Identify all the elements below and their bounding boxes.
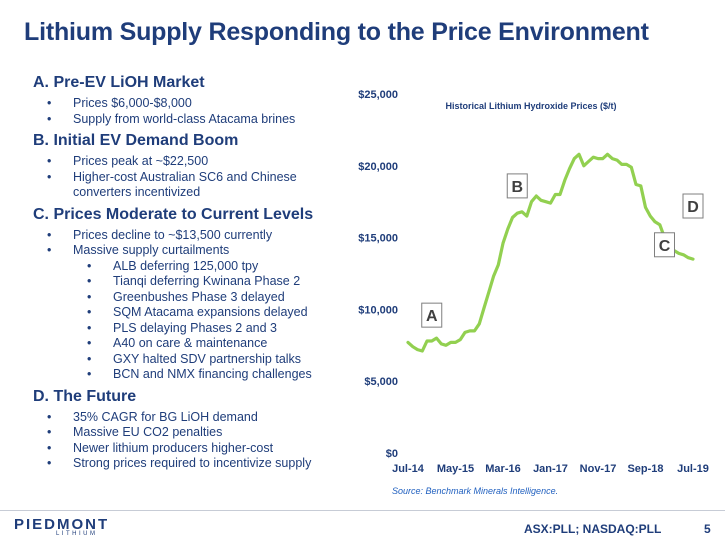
series-line bbox=[406, 152, 695, 353]
footer-divider bbox=[0, 510, 725, 511]
annotation-box bbox=[421, 302, 443, 328]
bullet-item: Massive supply curtailments bbox=[33, 243, 333, 259]
sub-bullet-item: Greenbushes Phase 3 delayed bbox=[33, 290, 333, 306]
x-tick-label: Sep-18 bbox=[627, 463, 663, 475]
bullet-item: Newer lithium producers higher-cost bbox=[33, 441, 333, 457]
bullet-item: Prices peak at ~$22,500 bbox=[33, 154, 333, 170]
section-heading: B. Initial EV Demand Boom bbox=[33, 132, 239, 149]
sub-bullet-item: Tianqi deferring Kwinana Phase 2 bbox=[33, 274, 333, 290]
source-note: Source: Benchmark Minerals Intelligence. bbox=[392, 486, 559, 496]
x-tick-label: May-15 bbox=[437, 463, 474, 475]
y-tick-label: $20,000 bbox=[358, 161, 398, 173]
bullet-list: Prices peak at ~$22,500Higher-cost Austr… bbox=[33, 154, 333, 201]
section-1: B. Initial EV Demand Boom Prices peak at … bbox=[33, 132, 333, 201]
annotation-box bbox=[682, 193, 704, 219]
section-heading: A. Pre-EV LiOH Market bbox=[33, 74, 205, 91]
sub-bullet-item: SQM Atacama expansions delayed bbox=[33, 305, 333, 321]
section-heading: D. The Future bbox=[33, 387, 137, 405]
ticker-symbols: ASX:PLL; NASDAQ:PLL bbox=[524, 522, 662, 536]
y-tick-label: $15,000 bbox=[358, 233, 398, 245]
bullet-list: 35% CAGR for BG LiOH demandMassive EU CO… bbox=[33, 410, 333, 472]
x-tick-label: Jul-14 bbox=[392, 463, 425, 475]
bullet-item: Prices decline to ~$13,500 currently bbox=[33, 228, 333, 244]
bullet-item: 35% CAGR for BG LiOH demand bbox=[33, 410, 333, 426]
y-tick-label: $0 bbox=[386, 448, 398, 460]
annotation-label: C bbox=[659, 238, 671, 255]
annotation-box bbox=[506, 173, 528, 199]
y-tick-label: $10,000 bbox=[358, 304, 398, 316]
logo-text: PIEDMONT bbox=[14, 516, 110, 533]
sub-bullet-item: PLS delaying Phases 2 and 3 bbox=[33, 321, 333, 337]
x-tick-label: Nov-17 bbox=[580, 463, 617, 475]
annotation-label: A bbox=[426, 308, 438, 325]
price-chart: Historical Lithium Hydroxide Prices ($/t… bbox=[348, 80, 710, 485]
y-tick-label: $5,000 bbox=[364, 376, 398, 388]
chart-svg: Historical Lithium Hydroxide Prices ($/t… bbox=[358, 89, 709, 475]
content-column: A. Pre-EV LiOH Market Prices $6,000-$8,00… bbox=[33, 74, 333, 477]
page-number: 5 bbox=[704, 522, 711, 536]
bullet-list: Prices decline to ~$13,500 currentlyMass… bbox=[33, 228, 333, 383]
x-tick-label: Jan-17 bbox=[533, 463, 568, 475]
bullet-item: Higher-cost Australian SC6 and Chinese c… bbox=[33, 170, 333, 201]
chart-title: Historical Lithium Hydroxide Prices ($/t… bbox=[445, 101, 616, 111]
bullet-item: Strong prices required to incentivize su… bbox=[33, 456, 333, 472]
sub-bullet-item: A40 on care & maintenance bbox=[33, 336, 333, 352]
bullet-item: Massive EU CO2 penalties bbox=[33, 425, 333, 441]
annotation-box bbox=[654, 232, 675, 258]
page-title: Lithium Supply Responding to the Price E… bbox=[24, 18, 649, 46]
bullet-list: Prices $6,000-$8,000Supply from world-cl… bbox=[33, 96, 333, 127]
section-0: A. Pre-EV LiOH Market Prices $6,000-$8,00… bbox=[33, 74, 333, 127]
sub-bullet-item: GXY halted SDV partnership talks bbox=[33, 352, 333, 368]
y-tick-label: $25,000 bbox=[358, 89, 398, 101]
sub-bullet-item: ALB deferring 125,000 tpy bbox=[33, 259, 333, 275]
company-logo: PIEDMONT LITHIUM bbox=[14, 516, 109, 537]
bullet-item: Prices $6,000-$8,000 bbox=[33, 96, 333, 112]
section-3: D. The Future 35% CAGR for BG LiOH demand… bbox=[33, 388, 333, 472]
logo-subtext: LITHIUM bbox=[56, 531, 98, 537]
annotation-label: B bbox=[511, 179, 523, 196]
x-tick-label: Jul-19 bbox=[677, 463, 709, 475]
sub-bullet-item: BCN and NMX financing challenges bbox=[33, 367, 333, 383]
annotation-label: D bbox=[687, 199, 699, 216]
x-tick-label: Mar-16 bbox=[485, 463, 520, 475]
section-2: C. Prices Moderate to Current Levels Pric… bbox=[33, 206, 333, 383]
section-heading: C. Prices Moderate to Current Levels bbox=[33, 205, 314, 223]
bullet-item: Supply from world-class Atacama brines bbox=[33, 112, 333, 128]
